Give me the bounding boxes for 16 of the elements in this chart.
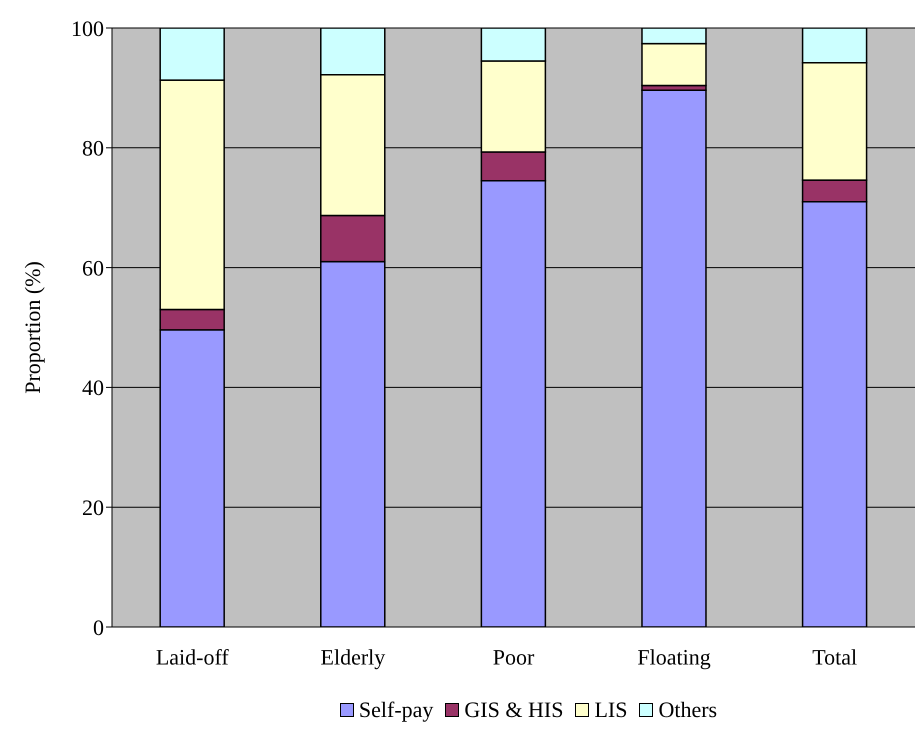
y-tick-label: 20 (82, 495, 104, 520)
x-tick-label: Laid-off (156, 644, 230, 670)
x-tick-label: Elderly (320, 644, 386, 670)
y-tick-label: 40 (82, 375, 104, 400)
legend-label: Others (658, 697, 718, 723)
y-tick-label: 0 (93, 614, 104, 640)
x-tick-label: Poor (492, 644, 535, 670)
legend-label: LIS (594, 697, 628, 723)
legend-label: Self-pay (358, 697, 434, 723)
y-tick-label: 60 (82, 255, 104, 280)
y-tick-label: 80 (82, 136, 104, 161)
legend-label: GIS & HIS (464, 697, 564, 723)
y-axis-title: Proportion (%) (20, 261, 45, 394)
x-tick-label: Floating (637, 644, 711, 670)
y-tick-label: 100 (71, 16, 104, 41)
x-tick-label: Total (812, 644, 858, 670)
